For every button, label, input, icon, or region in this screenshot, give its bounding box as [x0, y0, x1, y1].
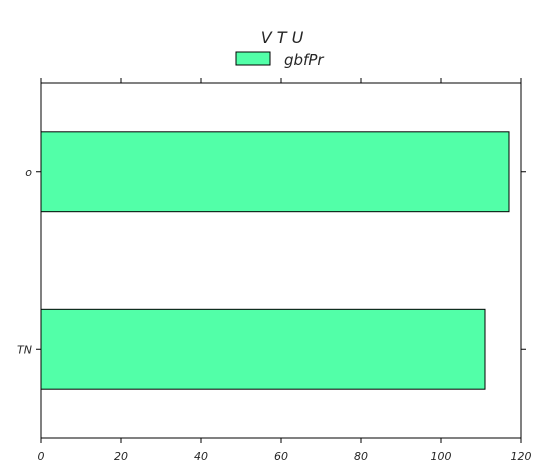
legend-label-gbfPr: gbfPr	[284, 51, 324, 69]
y-axis-ticks: TN o	[17, 166, 526, 356]
bar-TN	[40, 308, 486, 390]
x-tick-label: 120	[511, 450, 532, 463]
y-tick-label: o	[25, 166, 32, 179]
bar-o	[40, 131, 510, 213]
x-tick-label: 0	[38, 450, 45, 463]
chart-title: V T U	[261, 28, 304, 47]
x-tick-label: 60	[274, 450, 288, 463]
x-tick-label: 20	[114, 450, 128, 463]
y-tick-label: TN	[17, 343, 32, 356]
x-tick-label: 100	[431, 450, 452, 463]
x-tick-label: 40	[194, 450, 208, 463]
x-tick-label: 80	[354, 450, 368, 463]
legend-swatch-gbfPr	[235, 51, 271, 66]
x-axis-ticks: 0 20 40 60 80 100 120	[38, 78, 532, 463]
plot-area: 0 20 40 60 80 100 120 TN o	[17, 78, 532, 463]
bars	[40, 131, 510, 390]
legend: gbfPr	[235, 51, 324, 69]
